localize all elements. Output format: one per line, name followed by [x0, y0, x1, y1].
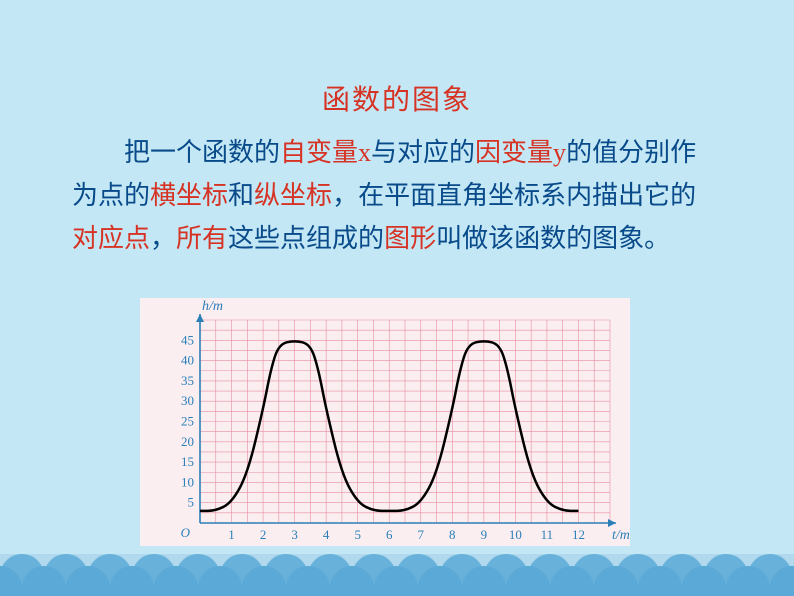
chart-svg: 51015202530354045123456789101112Oh/mt/mi…: [140, 298, 630, 546]
decorative-waves: [0, 536, 794, 596]
svg-text:40: 40: [181, 353, 194, 368]
text-seg: ，在平面直角坐标系内描出它的: [332, 181, 696, 210]
text-red: 图形: [384, 224, 436, 253]
function-chart: 51015202530354045123456789101112Oh/mt/mi…: [140, 298, 630, 546]
page-title: 函数的图象: [0, 0, 794, 118]
svg-text:5: 5: [188, 495, 195, 510]
svg-text:h/m: h/m: [202, 299, 223, 314]
text-seg: 把一个函数的: [124, 138, 280, 167]
text-seg: 叫做该函数的图象。: [436, 224, 670, 253]
svg-text:15: 15: [181, 454, 194, 469]
text-red: 因变量y: [475, 138, 566, 167]
text-seg: 和: [228, 181, 254, 210]
text-red: 横坐标: [150, 181, 228, 210]
svg-text:20: 20: [181, 434, 194, 449]
text-red: 所有: [176, 224, 228, 253]
svg-text:45: 45: [181, 332, 194, 347]
svg-text:30: 30: [181, 393, 194, 408]
text-seg: 与对应的: [371, 138, 475, 167]
text-red: 纵坐标: [254, 181, 332, 210]
text-seg: 这些点组成的: [228, 224, 384, 253]
svg-text:35: 35: [181, 373, 194, 388]
text-seg: ，: [150, 224, 176, 253]
svg-text:25: 25: [181, 414, 194, 429]
definition-paragraph: 把一个函数的自变量x与对应的因变量y的值分别作为点的横坐标和纵坐标，在平面直角坐…: [0, 118, 794, 261]
text-red: 对应点: [72, 224, 150, 253]
text-red: 自变量x: [280, 138, 371, 167]
svg-text:10: 10: [181, 474, 194, 489]
